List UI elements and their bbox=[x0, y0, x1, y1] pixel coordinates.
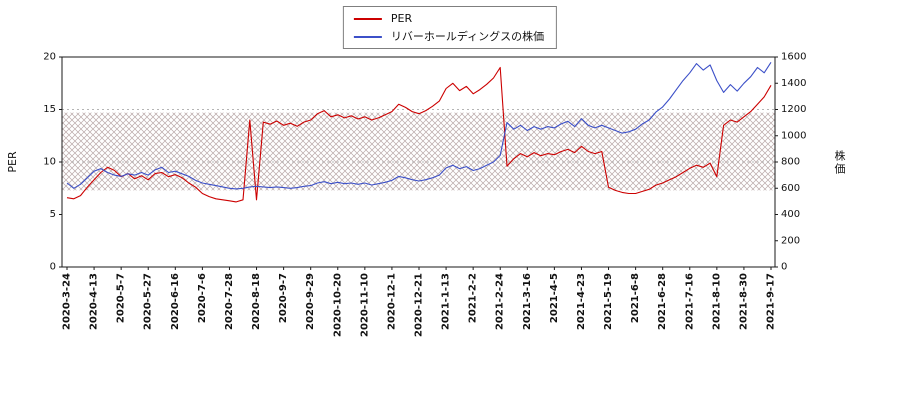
x-tick-label: 2021-4-23 bbox=[576, 273, 587, 330]
x-tick-label: 2021-6-28 bbox=[657, 273, 668, 330]
y-right-tick-label: 800 bbox=[781, 157, 800, 168]
legend-swatch-per bbox=[353, 17, 382, 20]
series-line-stock-price bbox=[66, 62, 772, 190]
legend: PER リバーホールディングスの株価 bbox=[342, 6, 558, 49]
y-right-tick-label: 1000 bbox=[781, 130, 806, 141]
legend-label-per: PER bbox=[390, 12, 413, 25]
x-tick-label: 2020-9-7 bbox=[278, 273, 289, 323]
x-tick-label: 2021-6-8 bbox=[630, 273, 641, 323]
x-tick-label: 2021-4-5 bbox=[549, 273, 560, 323]
y-right-tick-label: 0 bbox=[781, 262, 787, 273]
x-tick-label: 2020-5-27 bbox=[143, 273, 154, 330]
x-tick-label: 2020-12-21 bbox=[414, 273, 425, 337]
x-tick-label: 2020-12-1 bbox=[386, 273, 397, 330]
x-tick-label: 2021-5-19 bbox=[603, 273, 614, 330]
y-left-tick-label: 15 bbox=[43, 104, 56, 115]
y-right-axis-title: 株価 bbox=[835, 149, 846, 176]
x-tick-label: 2020-5-7 bbox=[116, 273, 127, 323]
x-tick-label: 2020-11-10 bbox=[359, 273, 370, 337]
x-tick-label: 2020-8-18 bbox=[251, 273, 262, 330]
x-tick-label: 2021-2-2 bbox=[468, 273, 479, 323]
x-tick-label: 2021-3-16 bbox=[522, 273, 533, 330]
y-right-tick-label: 400 bbox=[781, 209, 800, 220]
x-tick-label: 2020-4-13 bbox=[89, 273, 100, 330]
y-left-tick-label: 0 bbox=[50, 262, 56, 273]
series-line-per bbox=[66, 66, 772, 203]
x-tick-label: 2021-8-30 bbox=[738, 273, 749, 330]
y-right-tick-label: 1600 bbox=[781, 52, 806, 63]
x-tick-label: 2020-10-20 bbox=[332, 273, 343, 337]
x-tick-label: 2021-9-17 bbox=[766, 273, 777, 330]
x-tick-label: 2020-3-24 bbox=[62, 273, 73, 330]
legend-item-stock-price: リバーホールディングスの株価 bbox=[353, 29, 545, 44]
x-tick-label: 2021-2-24 bbox=[495, 273, 506, 330]
legend-label-stock-price: リバーホールディングスの株価 bbox=[390, 30, 545, 43]
y-left-tick-label: 10 bbox=[43, 157, 56, 168]
y-left-axis-title: PER bbox=[6, 151, 19, 173]
y-left-tick-label: 20 bbox=[43, 52, 56, 63]
y-right-tick-label: 200 bbox=[781, 235, 800, 246]
legend-swatch-stock-price bbox=[353, 35, 382, 38]
y-right-tick-label: 600 bbox=[781, 183, 800, 194]
y-right-tick-label: 1400 bbox=[781, 78, 806, 89]
x-tick-label: 2021-1-13 bbox=[441, 273, 452, 330]
y-right-tick-label: 1200 bbox=[781, 104, 806, 115]
y-left-tick-label: 5 bbox=[50, 209, 56, 220]
x-tick-label: 2020-7-28 bbox=[224, 273, 235, 330]
x-tick-label: 2020-9-29 bbox=[305, 273, 316, 330]
valuation-band bbox=[62, 112, 775, 191]
x-tick-label: 2021-7-16 bbox=[684, 273, 695, 330]
legend-item-per: PER bbox=[353, 11, 544, 26]
x-tick-label: 2021-8-10 bbox=[711, 273, 722, 330]
x-tick-label: 2020-7-6 bbox=[197, 273, 208, 323]
x-tick-label: 2020-6-16 bbox=[170, 273, 181, 330]
